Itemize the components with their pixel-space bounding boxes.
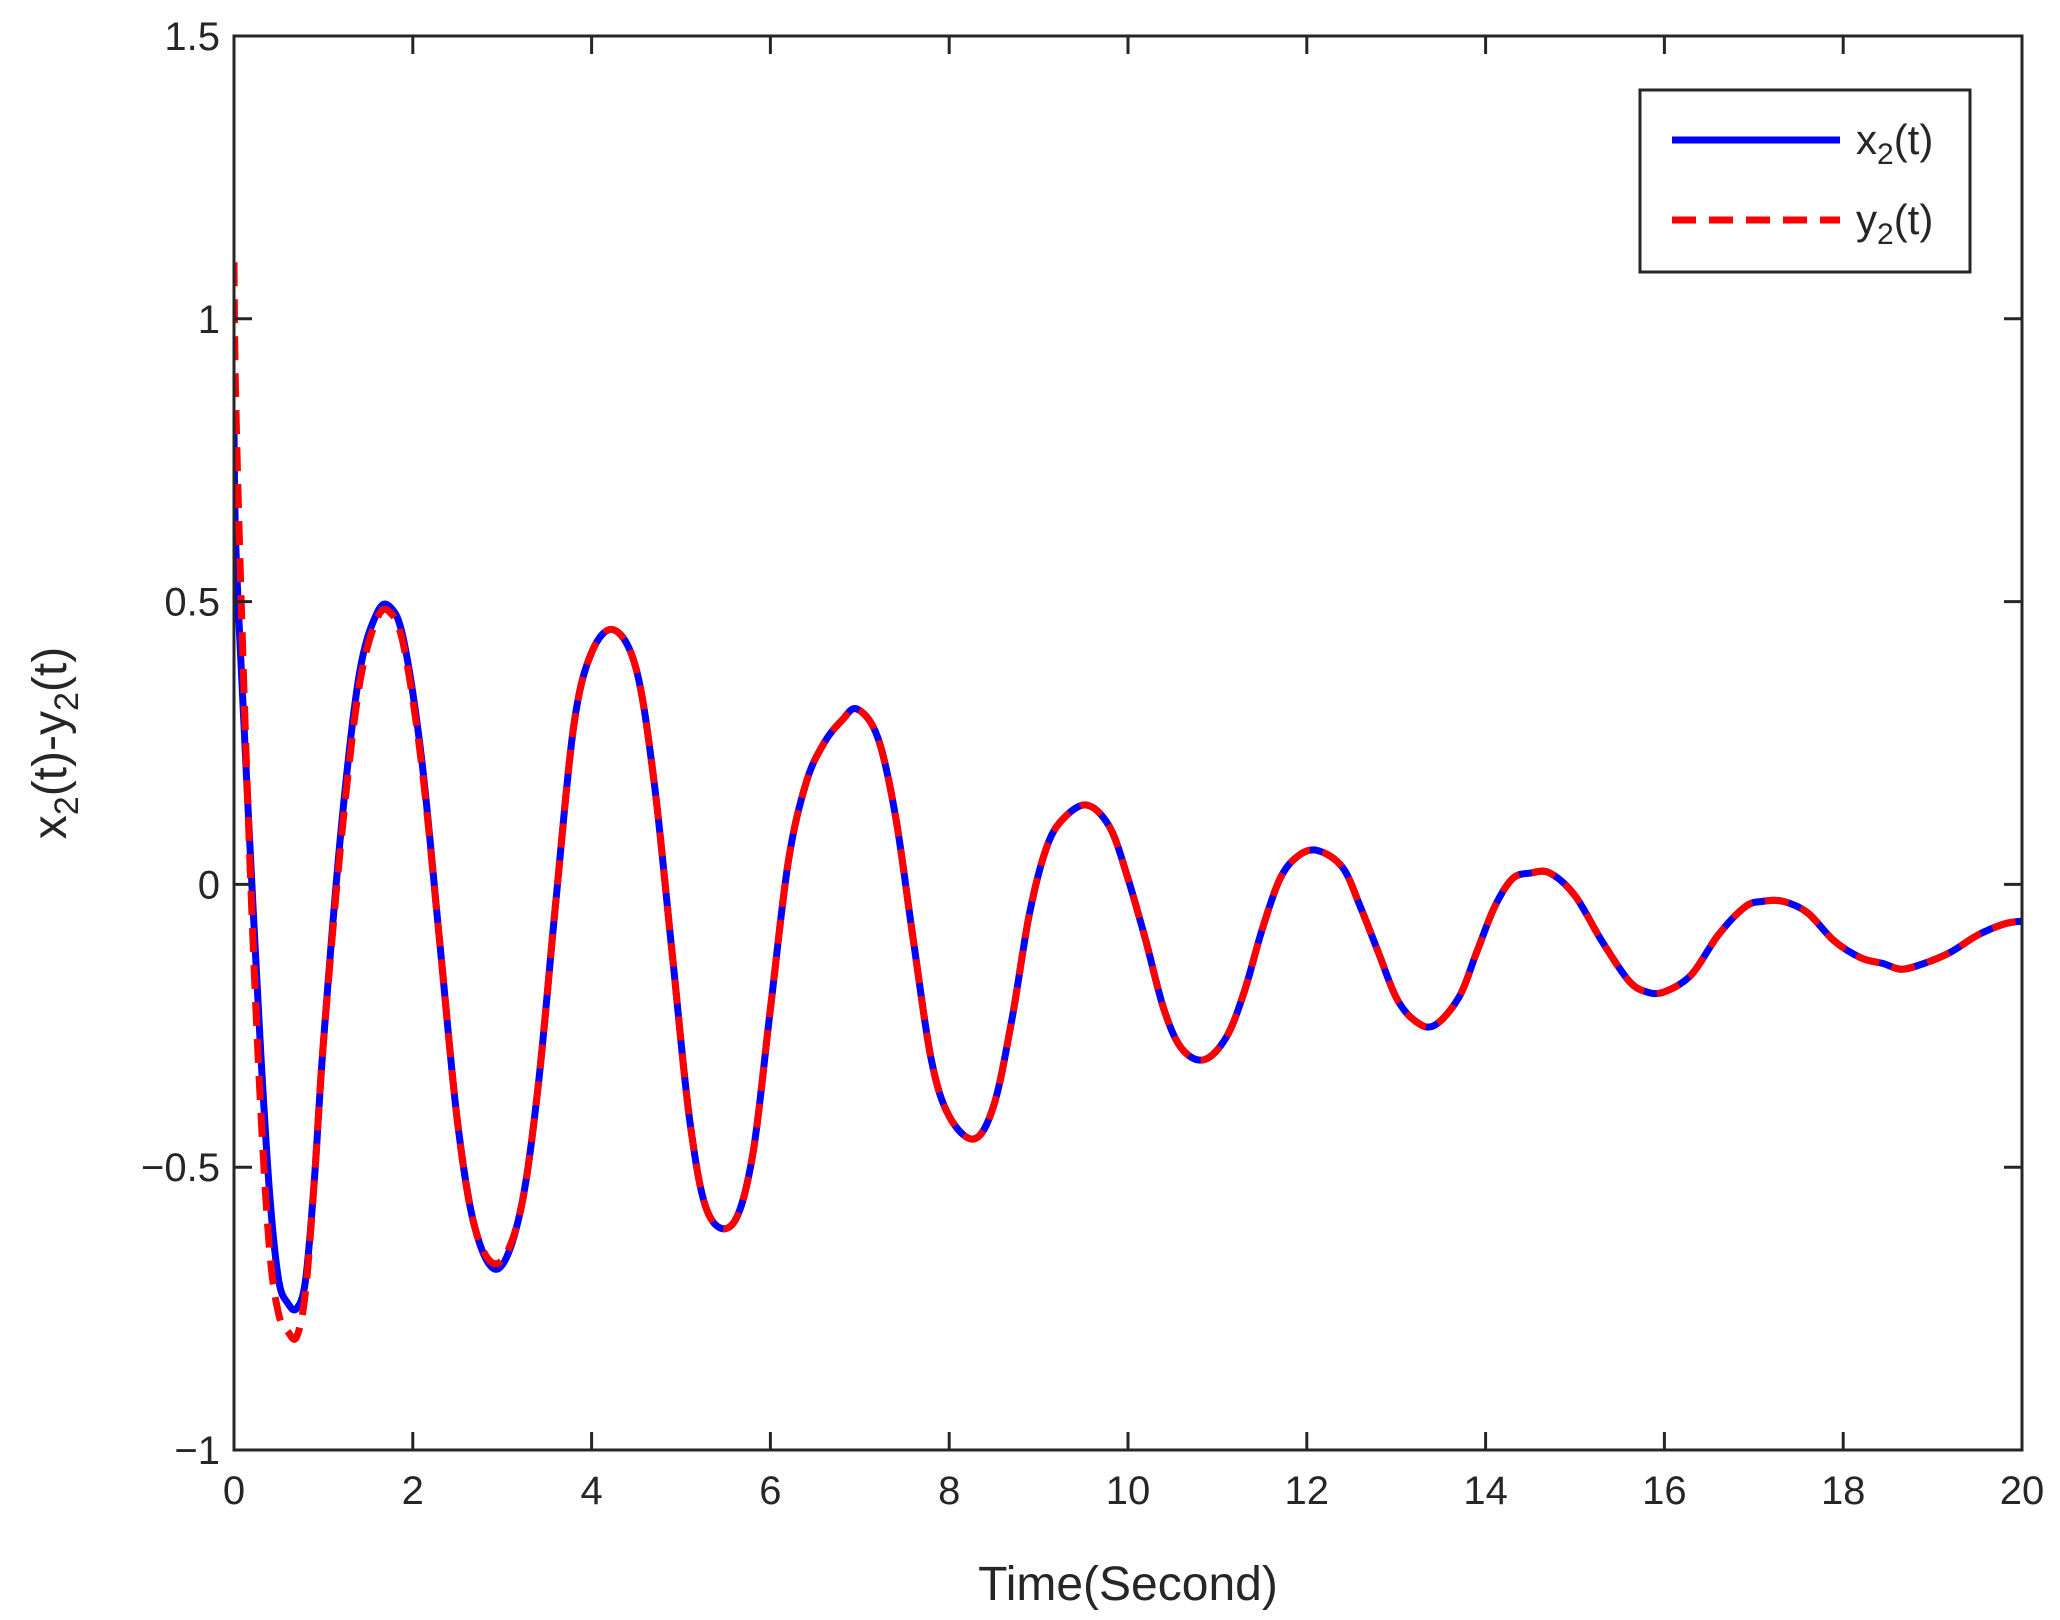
x-tick-label: 20 [2000, 1469, 2045, 1513]
y-tick-label: −0.5 [141, 1146, 220, 1190]
x-tick-label: 12 [1285, 1469, 1330, 1513]
legend-label-x2-base: x [1856, 116, 1877, 163]
y-tick-label: 0.5 [164, 581, 220, 625]
plot-area [234, 262, 2022, 1343]
legend-box [1638, 88, 1972, 274]
y-axis-title-base: x [24, 815, 77, 839]
y-axis-title-sub-1: 2 [48, 796, 86, 815]
axis-ticks: 0 2 4 6 8 10 12 14 16 18 20 −1 −0.5 0 0.5 1 1.5 [141, 15, 2044, 1513]
x-tick-label: 18 [1821, 1469, 1866, 1513]
x-tick-label: 10 [1106, 1469, 1151, 1513]
x-tick-label: 8 [938, 1469, 960, 1513]
legend-label-x2: x2(t) [1856, 116, 1933, 171]
x-tick-label: 16 [1642, 1469, 1687, 1513]
series-line-y2 [234, 262, 2022, 1343]
y-axis-title-tail: (t) [24, 647, 77, 692]
y-tick-label: 1.5 [164, 15, 220, 59]
legend-label-y2-base: y [1856, 196, 1877, 243]
legend-label-y2: y2(t) [1856, 196, 1933, 251]
y-tick-label: −1 [174, 1429, 220, 1473]
legend-label-x2-sub: 2 [1877, 138, 1894, 171]
legend-label-y2-sub: 2 [1877, 218, 1894, 251]
legend-label-y2-tail: (t) [1894, 196, 1934, 243]
y-tick-label: 1 [198, 298, 220, 342]
x-axis-title: Time(Second) [978, 1558, 1278, 1611]
y-tick-label: 0 [198, 863, 220, 907]
x-tick-label: 6 [759, 1469, 781, 1513]
x-tick-label: 2 [402, 1469, 424, 1513]
legend-label-x2-tail: (t) [1894, 116, 1934, 163]
x-tick-label: 0 [223, 1469, 245, 1513]
y-axis-title-sub-2: 2 [48, 692, 86, 711]
x-tick-label: 14 [1463, 1469, 1508, 1513]
y-axis-title-mid: (t)-y [24, 711, 77, 796]
legend: x2(t) y2(t) [1638, 88, 1972, 274]
x-tick-label: 4 [580, 1469, 602, 1513]
y-axis-title: x2(t)-y2(t) [24, 647, 86, 839]
